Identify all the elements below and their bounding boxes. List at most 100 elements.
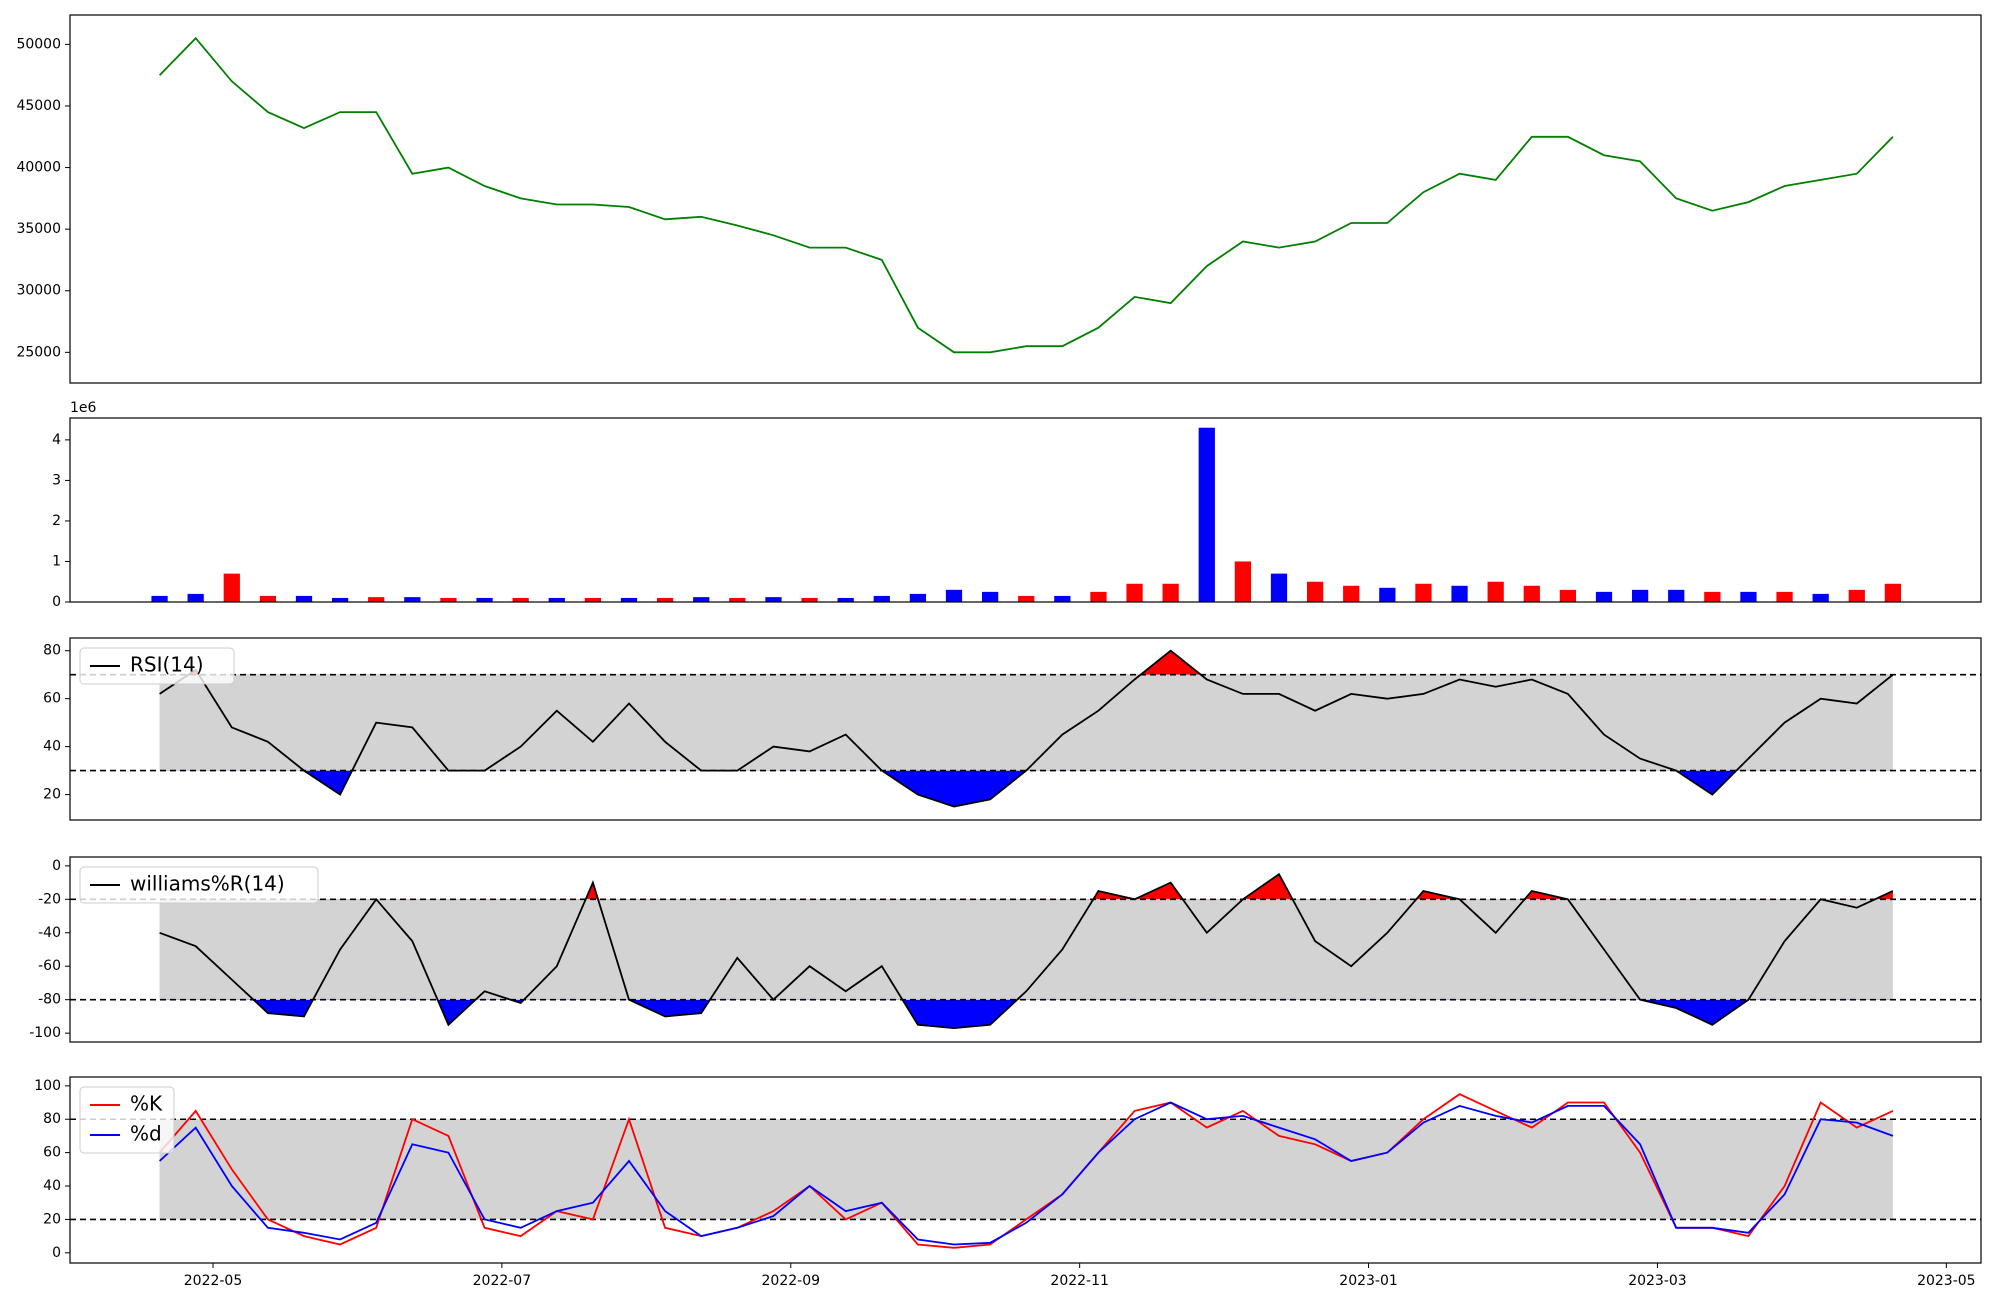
y-tick-label: -20 — [38, 891, 61, 907]
volume-bar — [1595, 591, 1613, 602]
panel-frame — [69, 637, 1982, 821]
volume-bar — [1559, 589, 1577, 602]
y-tick-label: 3 — [52, 472, 61, 488]
volume-bar — [1776, 591, 1793, 602]
volume-bar — [981, 591, 999, 602]
y-tick-label: 30000 — [16, 283, 61, 299]
volume-bar — [801, 597, 818, 602]
indicator-line — [158, 1093, 1894, 1249]
volume-bar — [873, 595, 890, 602]
volume-bar — [656, 597, 674, 602]
legend-label: %K — [130, 1092, 163, 1116]
volume-bar — [1343, 585, 1360, 602]
y-tick-label: 1 — [52, 553, 61, 569]
volume-bar — [1812, 593, 1829, 602]
volume-bar — [223, 573, 240, 602]
indicator-line — [158, 1101, 1894, 1246]
y-tick-label: 60 — [43, 1145, 61, 1161]
x-tick-label: 2023-01 — [1339, 1273, 1398, 1289]
volume-bar — [1198, 427, 1215, 602]
legend: williams%R(14) — [79, 866, 319, 904]
volume-bar — [368, 597, 385, 602]
volume-bar — [1704, 591, 1721, 602]
volume-bar — [404, 597, 421, 602]
legend: %K %d — [79, 1086, 175, 1154]
y-tick-label: 80 — [43, 1111, 61, 1127]
volume-bar — [584, 597, 602, 602]
volume-bar — [440, 597, 457, 602]
legend-box — [79, 1086, 175, 1154]
volume-bar — [1415, 583, 1432, 602]
volume-bar — [729, 597, 746, 602]
legend-label: williams%R(14) — [130, 872, 285, 896]
y-tick-label: 0 — [52, 858, 61, 874]
x-tick-label: 2022-09 — [762, 1273, 821, 1289]
volume-bar — [1740, 591, 1757, 602]
y-tick-label: 0 — [52, 1245, 61, 1261]
y-tick-label: 40000 — [16, 160, 61, 176]
volume-bar — [693, 597, 710, 602]
volume-bar — [1487, 581, 1504, 602]
indicator-line — [159, 872, 1894, 1030]
y-tick-label: 0 — [52, 594, 61, 610]
y-tick-label: -100 — [29, 1025, 61, 1041]
y-tick-label: 80 — [43, 643, 61, 659]
volume-bar — [909, 593, 927, 602]
volume-bar — [945, 589, 963, 602]
x-tick-label: 2023-03 — [1628, 1273, 1687, 1289]
volume-bar — [1162, 583, 1179, 602]
volume-bar — [620, 597, 638, 602]
panel-frame — [69, 417, 1982, 603]
y-tick-label: 40 — [43, 1178, 61, 1194]
legend-label: %d — [130, 1122, 162, 1146]
y-tick-label: 20 — [43, 1211, 61, 1227]
volume-bar — [765, 597, 782, 602]
volume-bar — [1306, 581, 1324, 602]
volume-bar — [476, 597, 493, 602]
volume-bar — [1631, 589, 1649, 602]
legend-label: RSI(14) — [130, 653, 204, 677]
y-tick-label: 20 — [43, 787, 61, 803]
legend: RSI(14) — [79, 647, 235, 685]
indicator-line — [159, 649, 1894, 808]
neutral-band — [159, 899, 1893, 1000]
y-tick-label: 2 — [52, 513, 61, 529]
x-tick-label: 2023-05 — [1917, 1273, 1976, 1289]
volume-bar — [512, 597, 529, 602]
volume-bar — [295, 595, 313, 602]
y-tick-label: -40 — [38, 925, 61, 941]
panel-frame — [69, 856, 1982, 1043]
volume-bar — [1451, 585, 1468, 602]
panel-frame — [69, 1076, 1982, 1264]
offset-text: 1e6 — [70, 400, 97, 416]
y-tick-label: 40 — [43, 739, 61, 755]
volume-bar — [1523, 585, 1540, 602]
neutral-band — [159, 674, 1893, 771]
volume-bar — [837, 597, 854, 602]
y-tick-label: 45000 — [16, 98, 61, 114]
y-tick-label: 60 — [43, 691, 61, 707]
y-tick-label: 4 — [52, 432, 61, 448]
x-tick-label: 2022-05 — [184, 1273, 243, 1289]
volume-bar — [187, 593, 204, 602]
volume-bar — [1848, 589, 1865, 602]
volume-bar — [548, 597, 565, 602]
volume-bar — [1090, 591, 1107, 602]
y-tick-label: 100 — [34, 1078, 61, 1094]
volume-bar — [1018, 595, 1035, 602]
volume-bar — [331, 597, 349, 602]
volume-bar — [1270, 573, 1288, 602]
volume-bar — [1234, 561, 1252, 602]
volume-bar — [1668, 589, 1685, 602]
neutral-band — [159, 1119, 1893, 1220]
volume-bar — [1126, 583, 1143, 602]
volume-bar — [151, 595, 168, 602]
volume-bar — [1379, 587, 1396, 602]
y-tick-label: -80 — [38, 992, 61, 1008]
x-tick-label: 2022-11 — [1050, 1273, 1109, 1289]
volume-bar — [259, 595, 277, 602]
panel-frame — [69, 14, 1982, 384]
y-tick-label: 25000 — [16, 344, 61, 360]
overbought-fill — [159, 874, 1893, 900]
